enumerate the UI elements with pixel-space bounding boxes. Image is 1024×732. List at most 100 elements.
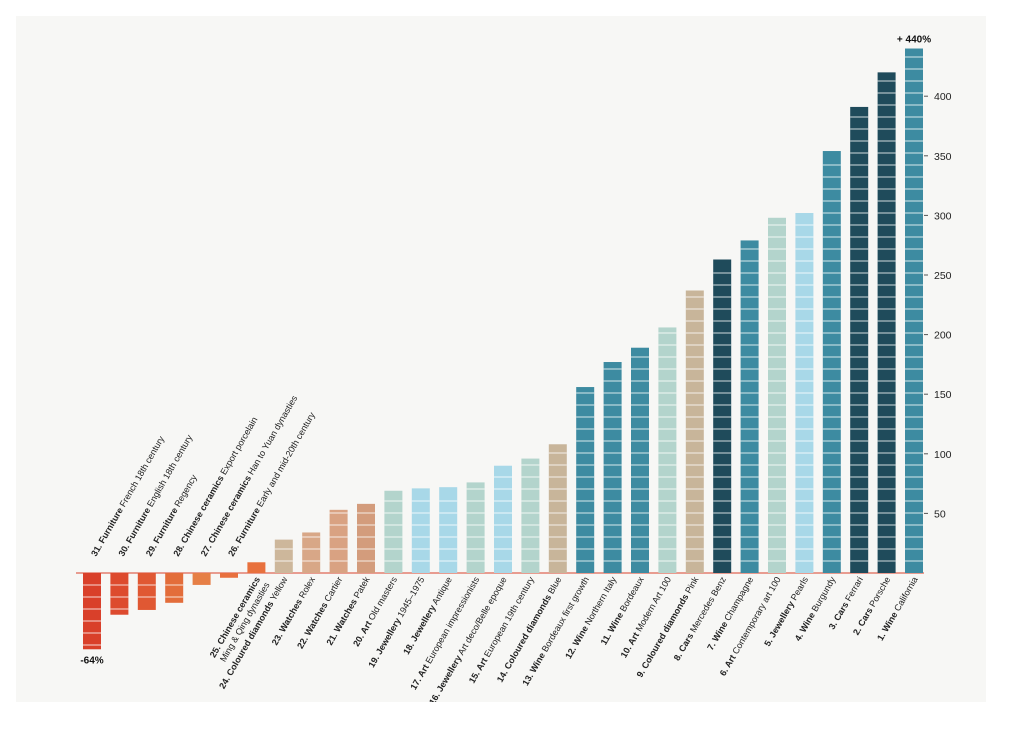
category-label-name: 20. Art	[351, 619, 374, 648]
bar-fill	[631, 347, 649, 573]
y-tick-label: 50	[934, 508, 946, 520]
bar-fill	[822, 151, 841, 574]
bar-fill	[411, 488, 430, 573]
category-label-name: 9. Coloured diamonds	[635, 592, 691, 679]
category-label-desc: Ferrari	[842, 575, 865, 605]
category-label-name: 1. Wine	[875, 610, 899, 642]
bar-fill	[768, 217, 786, 573]
category-label-desc: Pearls	[787, 575, 810, 605]
y-tick-label: 300	[934, 210, 952, 222]
bar-28	[165, 573, 184, 603]
category-label-name: 7. Wine	[705, 620, 729, 652]
bar-fill	[905, 48, 923, 573]
category-label-desc: Cartier	[321, 575, 344, 606]
y-tick-label: 250	[934, 270, 952, 282]
bar-fill	[850, 106, 869, 573]
bar-fill	[877, 72, 896, 574]
bar-12	[603, 362, 622, 573]
category-label-name: 12. Wine	[563, 624, 590, 661]
bar-fill	[137, 573, 156, 610]
bar-24	[274, 539, 293, 573]
bar-fill	[685, 290, 704, 573]
category-label-desc: Bordeaux first growth	[538, 575, 590, 656]
bar-13	[576, 387, 595, 573]
category-label-desc: Patek	[350, 575, 372, 603]
bar-fill	[274, 539, 293, 573]
bar-19	[411, 488, 430, 573]
bar-fill	[329, 509, 348, 573]
bar-5	[795, 213, 814, 574]
bar-17	[466, 482, 485, 573]
bar-4	[822, 151, 841, 574]
category-label-name: 3. Cars	[827, 600, 851, 631]
y-tick-label: 100	[934, 449, 952, 461]
category-label-desc: Porsche	[866, 575, 892, 611]
bar-fill	[302, 532, 321, 573]
category-label-name: 28. Chinese ceramics	[171, 474, 225, 558]
category-label-29: 29. Furniture Regency	[144, 472, 199, 558]
category-label-name: 4. Wine	[793, 611, 817, 643]
category-label-desc: Rolex	[296, 575, 318, 603]
bar-30	[110, 573, 129, 615]
category-label-name: 2. Cars	[851, 606, 875, 637]
category-label-desc: European 19th century	[481, 575, 537, 661]
category-label-12: 12. Wine Northern Italy	[563, 575, 618, 661]
category-label-name: 17. Art	[408, 663, 431, 692]
category-label-name: 13. Wine	[520, 651, 547, 688]
bar-fill	[110, 573, 129, 615]
category-label-18: 18. Jewellery Antique	[401, 575, 454, 656]
bar-2	[877, 72, 896, 574]
bar-fill	[83, 573, 101, 650]
category-label-desc: Antique	[429, 575, 454, 608]
bar-fill	[220, 573, 238, 578]
bar-11	[631, 347, 649, 573]
y-tick-label: 200	[934, 330, 952, 342]
bar-18	[439, 487, 458, 573]
bar-25	[247, 562, 266, 573]
bar-fill	[165, 573, 184, 603]
category-label-desc: Pink	[682, 575, 701, 598]
category-label-name: 14. Coloured diamonds	[495, 593, 553, 684]
category-label-desc: Han to Yuan dynasties	[244, 393, 299, 478]
y-tick-label: 400	[934, 91, 952, 103]
bar-22	[329, 509, 348, 573]
max-value-label: + 440%	[897, 35, 931, 46]
chart-panel: 50 100 150 200 250 300 350 400 + 440% -64% 31. Fur…	[16, 16, 986, 702]
bar-fill	[548, 444, 567, 573]
category-label-name: 10. Art	[619, 630, 642, 659]
min-value-label: -64%	[80, 655, 103, 666]
bar-14	[548, 444, 567, 573]
bar-fill	[713, 259, 732, 573]
bar-20	[384, 490, 403, 573]
bar-7	[740, 240, 759, 573]
bar-fill	[247, 562, 266, 573]
category-label-desc: Regency	[171, 472, 199, 510]
category-label-desc: California	[891, 575, 920, 615]
bar-fill	[357, 503, 375, 573]
category-label-desc: Contemporary art 100	[729, 575, 783, 658]
bar-fill	[192, 573, 211, 585]
bar-fill	[658, 327, 677, 573]
category-label-desc: Blue	[545, 575, 564, 598]
category-label-8: 8. Cars Mercedes Benz	[672, 575, 728, 663]
bar-26	[220, 573, 238, 578]
bar-1	[905, 48, 923, 573]
bar-fill	[439, 487, 458, 573]
bar-fill	[603, 362, 622, 573]
bar-fill	[521, 458, 540, 573]
bar-15	[521, 458, 540, 573]
bar-29	[137, 573, 156, 610]
bar-23	[302, 532, 321, 573]
y-tick-label: 350	[934, 151, 952, 163]
bar-fill	[740, 240, 759, 573]
bar-fill	[494, 465, 512, 573]
category-label-desc: Yellow	[267, 575, 290, 605]
category-label-desc: Art deco/Belle epoque	[455, 575, 509, 658]
bar-21	[357, 503, 375, 573]
bar-31	[83, 573, 101, 650]
bar-10	[658, 327, 677, 573]
category-label-name: 15. Art	[467, 656, 490, 685]
bar-fill	[384, 490, 403, 573]
bar-16	[494, 465, 512, 573]
